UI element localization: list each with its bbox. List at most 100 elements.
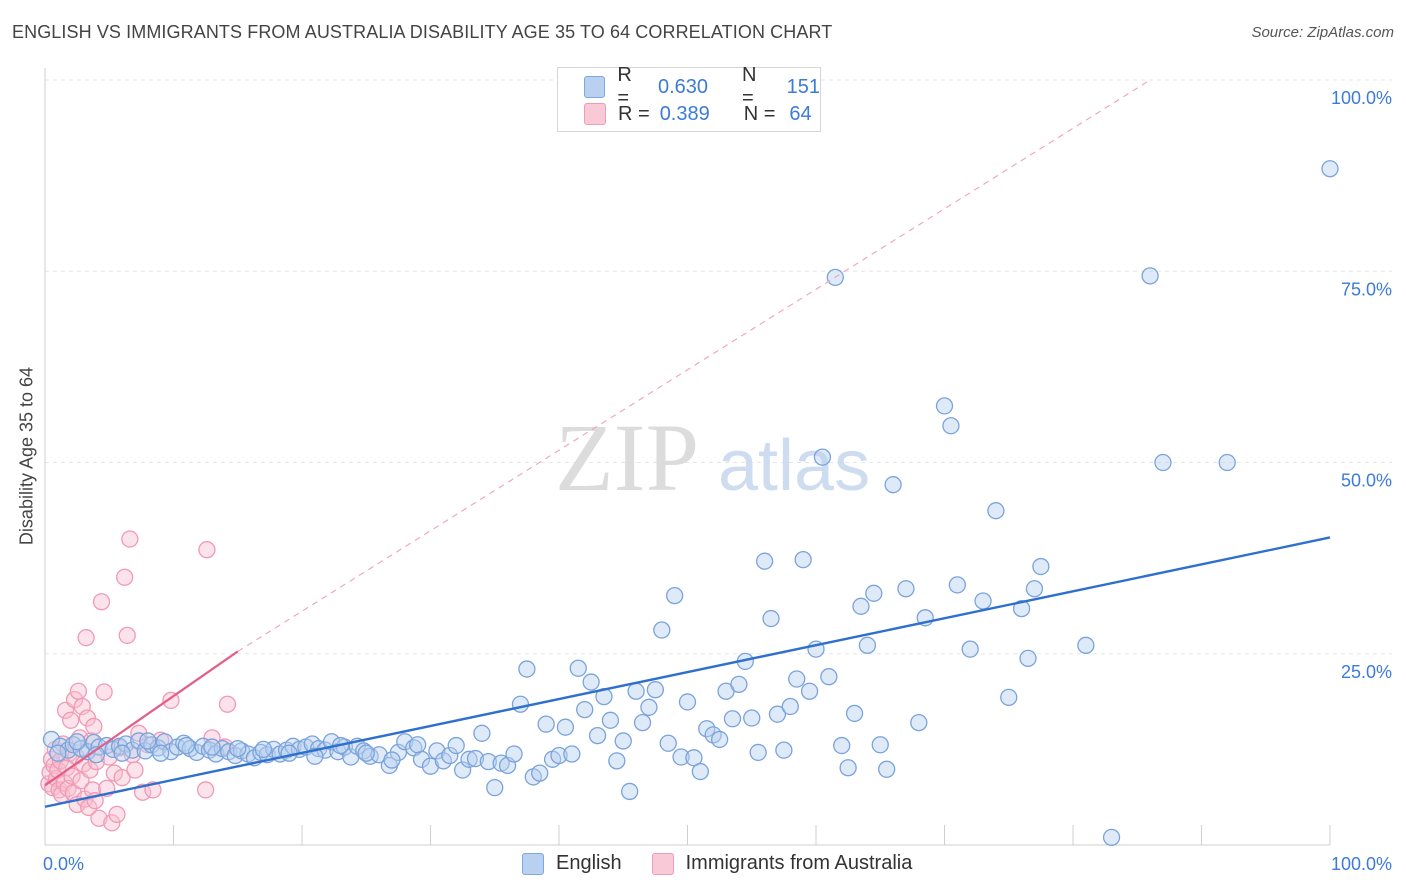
data-point-english [486,778,504,797]
data-point-english [698,720,716,738]
data-point-australia [108,805,126,824]
data-point-english [187,743,206,762]
data-point-english [710,730,729,749]
correlation-legend: R = 0.630 N = 151 R = 0.389 N = 64 [557,64,821,132]
tick-labels: 25.0% 50.0% 75.0% 100.0% 0.0% 100.0% [43,88,1392,874]
legend-label-english: English [556,852,622,874]
data-point-english [1077,636,1095,654]
data-point-english [865,584,883,602]
data-point-australia [77,629,95,647]
data-point-english [621,782,639,801]
legend-r-value-english: 0.630 [657,75,709,98]
data-point-english [421,757,440,775]
data-point-english [117,735,135,753]
trendline-english [44,536,1331,808]
legend-item-english[interactable]: English [522,852,622,875]
legend-row-australia: R = 0.389 N = 64 [584,101,812,127]
data-point-english [659,734,677,752]
data-point-english [1218,453,1236,472]
legend-swatch-english [522,852,544,875]
data-point-english [576,700,594,719]
data-point-australia [80,798,98,817]
data-point-english [505,745,523,763]
data-point-english [254,740,273,759]
data-point-english [743,709,761,727]
data-point-english [775,741,793,759]
data-point-english [428,742,446,760]
axes [44,68,1331,846]
data-point-english [666,586,684,605]
data-point-english [203,738,221,756]
data-point-english [370,746,388,764]
data-point-australia [95,683,113,701]
legend-item-australia[interactable]: Immigrants from Australia [651,852,912,875]
trend-lines [44,79,1331,808]
data-point-english [177,736,196,755]
data-point-australia [118,626,136,645]
data-point-english [987,502,1005,520]
y-tick-label: 75.0% [1341,279,1392,299]
data-point-english [608,752,626,770]
data-point-english [357,744,375,762]
data-point-english [614,732,632,750]
data-point-english [1012,599,1031,618]
data-point-australia [113,769,131,787]
grid-lines [45,79,1392,655]
data-point-english [408,736,427,754]
data-point-english [466,749,485,768]
data-point-english [627,682,645,700]
trendline-australia [44,650,239,787]
data-point-english [151,744,170,762]
data-point-english [871,736,889,754]
series-legend: English Immigrants from Australia [522,852,942,875]
data-point-english [130,732,148,750]
data-point-english [910,713,928,732]
data-point-english [556,718,575,736]
data-point-english [839,759,857,777]
data-point-australia [69,682,88,700]
source-label: Source: ZipAtlas.com [1251,24,1394,41]
data-point-english [479,752,497,771]
legend-r-value-australia: 0.389 [659,102,710,125]
data-point-australia [198,541,216,559]
data-point-english [974,592,992,610]
data-point-english [672,748,690,766]
data-point-english [518,660,536,678]
watermark-atlas: atlas [718,426,870,506]
data-point-english [473,724,491,742]
legend-row-english: R = 0.630 N = 151 [584,64,820,109]
data-point-english [453,761,472,779]
data-point-english [441,746,459,765]
legend-n-value-australia: 64 [789,102,812,125]
legend-n-label: N = [743,102,776,125]
data-point-english [755,552,774,570]
data-point-english [749,743,767,762]
data-point-english [447,736,465,755]
data-point-english [582,673,600,691]
data-point-english [640,698,658,716]
series-immigrants-australia-points [40,530,237,832]
data-point-australia [103,814,121,832]
y-tick-label: 25.0% [1341,662,1392,682]
data-point-english [800,682,819,700]
data-point-english [601,711,620,729]
data-point-english [897,580,915,598]
x-tick-label: 0.0% [43,854,84,874]
data-point-english [845,704,864,723]
data-point-english [646,681,665,699]
data-point-english [1000,688,1018,707]
data-point-english [460,750,478,768]
data-point-english [1154,453,1172,472]
legend-swatch-australia [584,103,606,125]
watermark: ZIP atlas [555,404,870,511]
data-point-english [563,745,581,763]
data-point-english [935,397,954,415]
legend-n-label: N = [741,64,757,109]
data-point-english [537,715,555,733]
data-point-english [1321,160,1339,178]
y-axis-label: Disability Age 35 to 64 [16,366,37,546]
data-point-australia [63,767,81,785]
legend-n-value-english: 151 [786,75,820,98]
watermark-zip: ZIP [555,404,699,511]
data-point-english [678,693,697,711]
